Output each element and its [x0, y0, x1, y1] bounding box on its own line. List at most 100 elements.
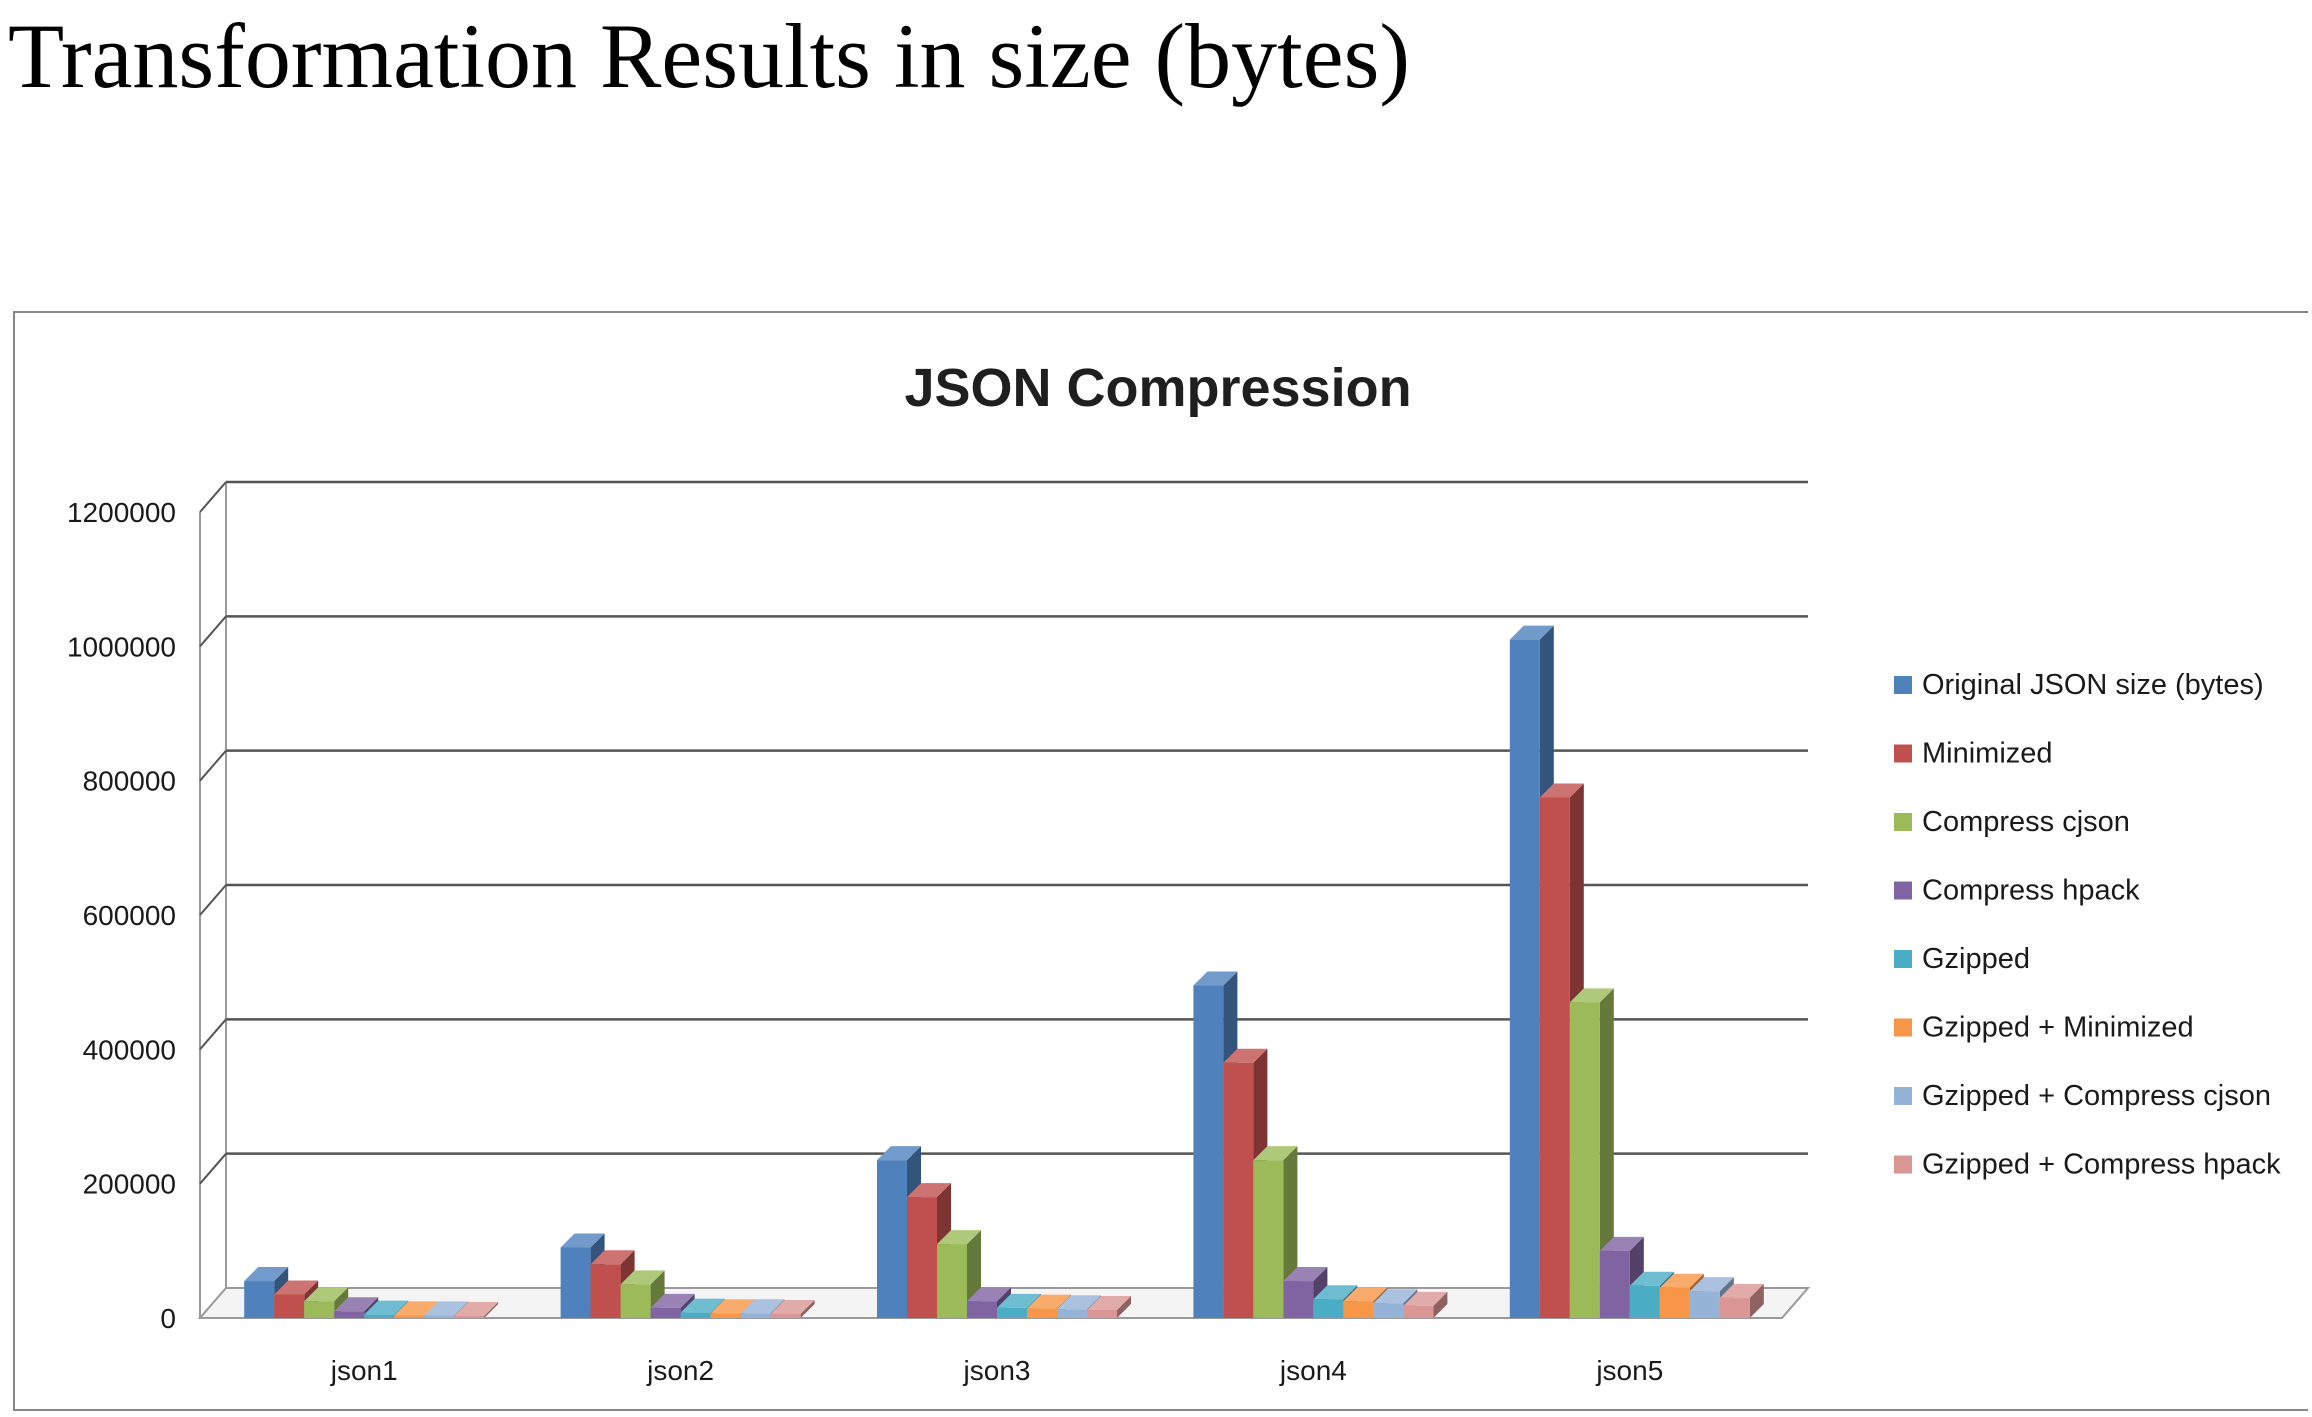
bar-front	[650, 1307, 681, 1318]
gridline-side	[199, 615, 227, 647]
bar-front	[334, 1311, 365, 1318]
bar-top	[1087, 1295, 1131, 1310]
x-tick-label: json4	[1279, 1355, 1347, 1386]
y-tick-label: 200000	[83, 1169, 176, 1200]
bar-top	[1509, 625, 1554, 640]
bar-front	[1027, 1308, 1057, 1318]
bar-top	[680, 1298, 725, 1313]
bar-front	[710, 1313, 741, 1318]
bar-top	[1539, 783, 1584, 798]
legend-item: Compress cjson	[1894, 806, 2130, 838]
bar-front	[1539, 797, 1570, 1318]
bar-top	[274, 1280, 319, 1295]
bar-top	[424, 1301, 469, 1316]
bar-side	[1117, 1295, 1131, 1318]
x-axis: json1 json2 json3 json4 json5	[330, 1355, 1664, 1386]
bar	[1403, 1291, 1448, 1318]
bar-top	[1403, 1291, 1448, 1306]
bar-front	[1569, 1002, 1600, 1318]
bar-side	[1599, 988, 1614, 1318]
bar-top	[1193, 971, 1238, 986]
bar-top	[1629, 1271, 1674, 1286]
x-tick-label: json3	[963, 1355, 1031, 1386]
bar-front	[1283, 1281, 1314, 1318]
legend-label: Compress hpack	[1922, 875, 2140, 907]
y-tick-label: 1200000	[67, 497, 176, 528]
bar-front	[937, 1244, 967, 1318]
bar-front	[620, 1284, 651, 1318]
legend-label: Minimized	[1922, 738, 2053, 770]
bar-side	[800, 1299, 815, 1318]
legend-swatch	[1894, 676, 1912, 694]
bar-top	[1253, 1146, 1298, 1161]
bar-front	[1403, 1305, 1434, 1318]
bar-front	[1253, 1160, 1284, 1318]
bar-front	[1057, 1309, 1087, 1318]
legend-swatch	[1894, 744, 1912, 763]
bar-top	[1719, 1283, 1764, 1298]
bar-front	[1223, 1062, 1254, 1318]
bar-top	[394, 1301, 439, 1316]
bar-top	[997, 1293, 1041, 1308]
legend-swatch	[1894, 881, 1912, 900]
legend-label: Compress cjson	[1922, 806, 2130, 838]
bar-side	[484, 1301, 499, 1318]
bar-front	[560, 1247, 591, 1318]
legend-item: Gzipped + Compress hpack	[1894, 1149, 2281, 1181]
bar-front	[1719, 1297, 1750, 1318]
bar	[1719, 1283, 1764, 1318]
gridline-side	[199, 750, 227, 782]
bar-top	[967, 1287, 1011, 1302]
bar-front	[394, 1315, 425, 1318]
bar-front	[1659, 1287, 1690, 1318]
legend-label: Gzipped + Compress hpack	[1922, 1149, 2281, 1181]
slide-title: Transformation Results in size (bytes)	[8, 5, 1411, 107]
bar-side	[1433, 1291, 1448, 1318]
legend: Original JSON size (bytes) Minimized Compr…	[1894, 669, 2281, 1181]
bar	[1689, 1277, 1734, 1318]
legend-swatch	[1894, 1155, 1912, 1174]
legend-swatch	[1894, 1018, 1912, 1037]
legend-label: Gzipped + Minimized	[1922, 1012, 2194, 1044]
y-tick-label: 600000	[83, 900, 176, 931]
bar-front	[1373, 1303, 1404, 1318]
bar-front	[740, 1313, 771, 1318]
bar-top	[650, 1293, 695, 1308]
bar-top	[770, 1299, 815, 1314]
bar-front	[590, 1264, 621, 1318]
x-tick-label: json5	[1595, 1355, 1663, 1386]
bar-front	[274, 1294, 305, 1318]
bar-top	[1223, 1048, 1268, 1063]
y-tick-label: 400000	[83, 1034, 176, 1065]
bar	[454, 1301, 499, 1318]
bar-top	[620, 1270, 665, 1285]
legend-item: Minimized	[1894, 738, 2053, 770]
bar-front	[364, 1314, 395, 1318]
bar-front	[1599, 1250, 1630, 1318]
legend-label: Gzipped + Compress cjson	[1922, 1080, 2271, 1112]
bar-top	[710, 1299, 755, 1314]
bar-top	[560, 1233, 605, 1248]
bar-top	[590, 1250, 635, 1265]
gridline-side	[199, 884, 227, 916]
bar-top	[877, 1146, 921, 1161]
legend-item: Gzipped + Compress cjson	[1894, 1080, 2271, 1112]
legend-item: Gzipped + Minimized	[1894, 1012, 2194, 1044]
x-tick-label: json1	[330, 1355, 398, 1386]
bar-top	[1659, 1273, 1704, 1288]
legend-item: Compress hpack	[1894, 875, 2140, 907]
legend-swatch	[1894, 813, 1912, 831]
bar	[1569, 988, 1614, 1318]
bar-front	[877, 1160, 907, 1318]
chart-title: JSON Compression	[904, 358, 1411, 418]
y-tick-label: 1000000	[67, 631, 176, 662]
bar-top	[907, 1183, 951, 1198]
bar-front	[997, 1307, 1027, 1318]
bar-top	[740, 1299, 785, 1314]
bar-top	[937, 1230, 981, 1245]
bar-top	[1689, 1277, 1734, 1292]
gridline-side	[199, 481, 227, 513]
bar-top	[304, 1287, 349, 1302]
bar-front	[1313, 1299, 1344, 1318]
